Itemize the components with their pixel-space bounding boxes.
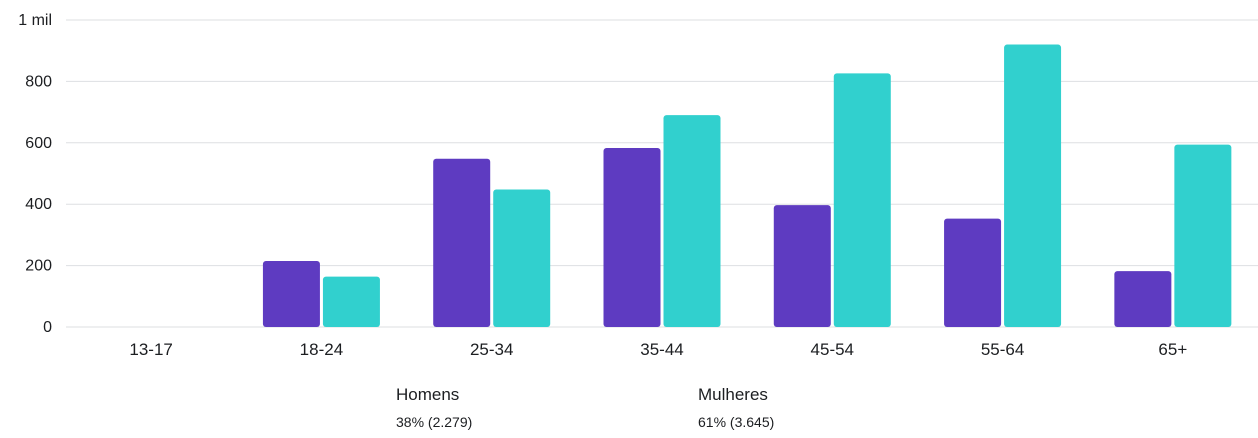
bar-mulheres-35-44 <box>663 115 721 327</box>
y-tick-label-0: 0 <box>43 319 52 336</box>
bar-homens-65+ <box>1114 271 1172 327</box>
x-tick-label-35-44: 35-44 <box>640 340 683 359</box>
bar-mulheres-65+ <box>1174 144 1232 327</box>
bar-homens-55-64 <box>944 218 1002 327</box>
legend-mulheres-stat: 61% (3.645) <box>698 414 775 430</box>
bar-homens-18-24 <box>262 260 320 327</box>
bar-mulheres-45-54 <box>833 73 891 327</box>
y-tick-label-600: 600 <box>25 135 52 152</box>
bar-mulheres-25-34 <box>493 189 551 327</box>
y-tick-label-200: 200 <box>25 258 52 275</box>
legend-homens-label: Homens <box>396 385 460 404</box>
bar-homens-35-44 <box>603 148 661 327</box>
x-tick-label-13-17: 13-17 <box>129 340 172 359</box>
legend-mulheres-label: Mulheres <box>698 385 768 404</box>
x-tick-label-18-24: 18-24 <box>300 340 343 359</box>
bar-mulheres-55-64 <box>1004 44 1062 328</box>
bar-homens-25-34 <box>433 158 491 327</box>
x-tick-label-65+: 65+ <box>1158 340 1187 359</box>
legend-homens: Homens 38% (2.279) <box>396 384 472 432</box>
bar-chart-plot: 0 200 400 600 800 1 mil 13-17 18-24 25-34 35-44 45… <box>18 12 1258 359</box>
y-tick-label-400: 400 <box>25 196 52 213</box>
x-tick-label-25-34: 25-34 <box>470 340 513 359</box>
y-tick-label-1000: 1 mil <box>18 12 52 29</box>
x-tick-label-55-64: 55-64 <box>981 340 1024 359</box>
y-tick-label-800: 800 <box>25 73 52 90</box>
bar-homens-45-54 <box>773 205 831 327</box>
bar-mulheres-18-24 <box>322 276 380 327</box>
x-tick-label-45-54: 45-54 <box>811 340 854 359</box>
legend-mulheres: Mulheres 61% (3.645) <box>698 384 774 432</box>
legend-homens-stat: 38% (2.279) <box>396 414 473 430</box>
